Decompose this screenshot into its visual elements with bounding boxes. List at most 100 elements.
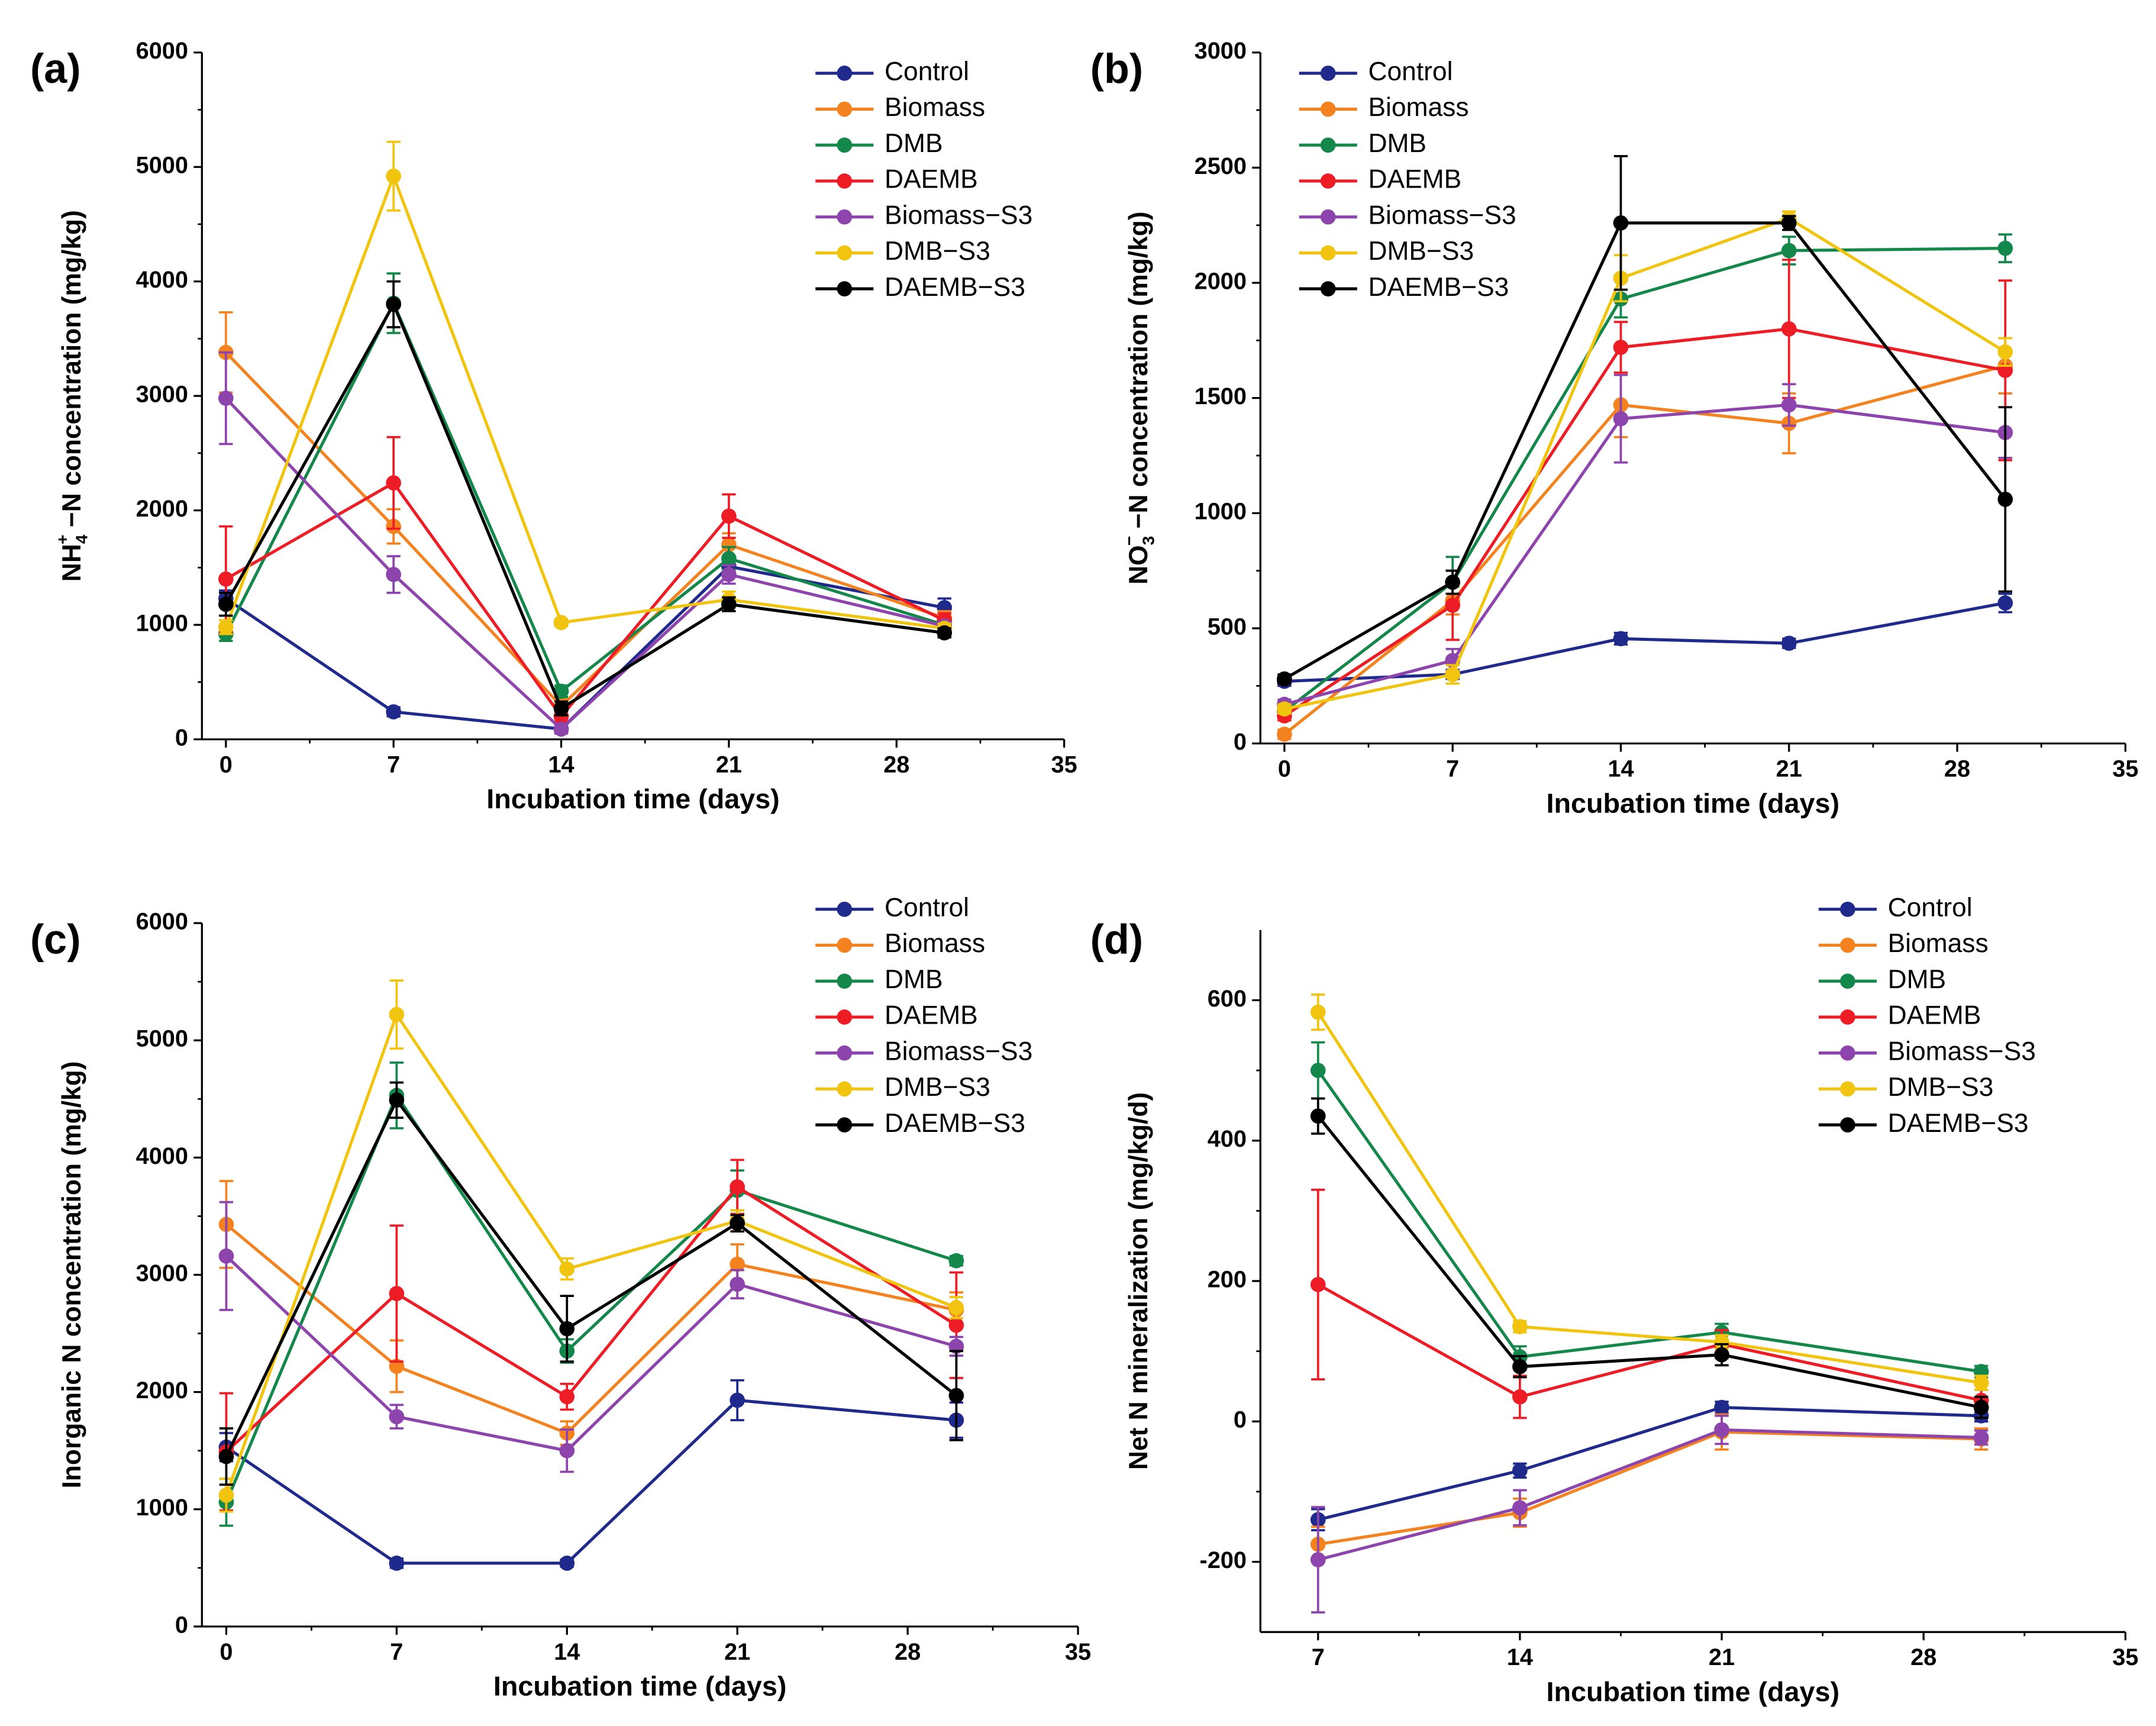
- data-point: [1512, 1463, 1528, 1479]
- legend-marker: [1320, 209, 1336, 225]
- legend-label: DMB−S3: [1888, 1073, 1994, 1102]
- data-point: [1310, 1063, 1326, 1078]
- y-tick-label: 400: [1208, 1126, 1247, 1152]
- data-point: [218, 1488, 234, 1503]
- y-tick-label: 2000: [136, 1377, 188, 1404]
- data-point: [1781, 215, 1797, 231]
- series-daemb: [1310, 1188, 1989, 1419]
- series-line: [225, 1092, 957, 1503]
- series-biomass-s3: [1310, 1414, 1989, 1614]
- data-point: [1310, 1108, 1326, 1124]
- y-tick-label: 1000: [1195, 499, 1247, 525]
- data-point: [553, 683, 569, 699]
- y-tick-label: 2000: [1195, 268, 1247, 294]
- y-tick-label: 6000: [136, 909, 188, 935]
- legend-marker: [837, 65, 853, 81]
- data-point: [1973, 1430, 1989, 1446]
- legend-label: Biomass−S3: [1368, 201, 1516, 230]
- legend-label: DAEMB: [1368, 165, 1461, 194]
- x-tick-label: 14: [554, 1639, 580, 1665]
- data-point: [1997, 344, 2013, 360]
- legend-marker: [1320, 281, 1336, 296]
- x-tick-label: 14: [1608, 756, 1634, 782]
- y-tick-label: 200: [1208, 1266, 1247, 1292]
- series-line: [1318, 1405, 1981, 1521]
- data-point: [1781, 397, 1797, 413]
- legend-marker: [1320, 65, 1336, 81]
- data-point: [1512, 1389, 1528, 1405]
- x-tick-label: 7: [387, 752, 400, 778]
- series-line: [1316, 1011, 1982, 1385]
- y-tick-label: 500: [1208, 614, 1247, 640]
- data-point: [730, 1256, 745, 1272]
- data-point: [389, 1409, 405, 1425]
- y-tick-label: 0: [175, 725, 188, 751]
- y-tick-label: 3000: [1195, 38, 1247, 64]
- legend-label: DAEMB: [885, 165, 978, 194]
- x-tick-label: 28: [895, 1639, 921, 1665]
- panel-label: (c): [30, 916, 81, 962]
- data-point: [389, 1556, 405, 1571]
- data-point: [1277, 671, 1292, 687]
- legend-marker: [1840, 1117, 1855, 1133]
- series-biomass-s3: [1277, 373, 2013, 712]
- series-daemb: [218, 1159, 964, 1512]
- series-line: [1316, 1069, 1982, 1373]
- y-tick-label: 2000: [136, 496, 188, 522]
- x-tick-label: 35: [2112, 1644, 2138, 1670]
- legend: Control Biomass DMB DAEMB Biomass−S3 DMB−S3 DA…: [1299, 57, 1516, 302]
- legend-label: DAEMB−S3: [1368, 273, 1509, 302]
- series-daemb-s3: [1277, 155, 2013, 687]
- legend-label: Biomass: [1888, 929, 1989, 958]
- x-tick-label: 28: [1944, 756, 1970, 782]
- data-point: [386, 296, 402, 312]
- panel-3: (d) -200 0 200 400 600 7 14 21 28 35 Incubation tim…: [1090, 893, 2139, 1707]
- legend-label: Control: [885, 893, 969, 922]
- legend-marker: [1840, 901, 1855, 917]
- data-point: [1973, 1375, 1989, 1391]
- data-point: [553, 721, 569, 737]
- legend-label: DAEMB: [885, 1001, 978, 1030]
- y-tick-label: 5000: [136, 153, 188, 179]
- legend-marker: [837, 1081, 853, 1097]
- series-daemb-s3: [1310, 1097, 1989, 1419]
- data-point: [559, 1389, 575, 1405]
- y-tick-label: 0: [1234, 1407, 1247, 1433]
- data-point: [218, 571, 234, 587]
- y-tick-label: 3000: [136, 1260, 188, 1286]
- data-point: [1613, 411, 1629, 427]
- data-point: [1714, 1422, 1729, 1438]
- data-point: [730, 1392, 745, 1408]
- legend-label: Biomass−S3: [885, 201, 1032, 230]
- x-tick-label: 35: [1051, 752, 1077, 778]
- data-point: [389, 1006, 405, 1022]
- legend-label: DAEMB−S3: [1888, 1109, 2029, 1138]
- data-point: [948, 1317, 964, 1333]
- series-line: [225, 1398, 957, 1565]
- legend-marker: [837, 173, 853, 189]
- x-tick-label: 0: [1278, 756, 1291, 782]
- series-biomass: [1310, 1413, 1989, 1563]
- legend-label: Biomass−S3: [885, 1037, 1032, 1066]
- x-tick-label: 7: [1446, 756, 1459, 782]
- legend-marker: [837, 937, 853, 953]
- data-point: [1512, 1319, 1528, 1334]
- data-point: [559, 1321, 575, 1337]
- series-biomass: [1277, 337, 2013, 742]
- y-tick-label: 4000: [136, 267, 188, 293]
- legend-label: Biomass−S3: [1888, 1037, 2036, 1066]
- y-tick-label: 2500: [1195, 153, 1247, 179]
- data-point: [721, 567, 737, 582]
- data-point: [730, 1179, 745, 1195]
- legend-marker: [837, 1009, 853, 1025]
- legend-label: Control: [885, 57, 969, 86]
- legend-marker: [1840, 937, 1855, 953]
- series-dmb: [218, 272, 953, 699]
- y-axis-label: Inorganic N concentration (mg/kg): [57, 1061, 86, 1488]
- legend-marker: [837, 209, 853, 225]
- data-point: [218, 391, 234, 406]
- panel-label: (b): [1090, 46, 1143, 92]
- y-axis-label: NO3− −N concentration (mg/kg): [1120, 211, 1158, 585]
- series-dmb: [1310, 1041, 1989, 1379]
- legend-marker: [1320, 137, 1336, 153]
